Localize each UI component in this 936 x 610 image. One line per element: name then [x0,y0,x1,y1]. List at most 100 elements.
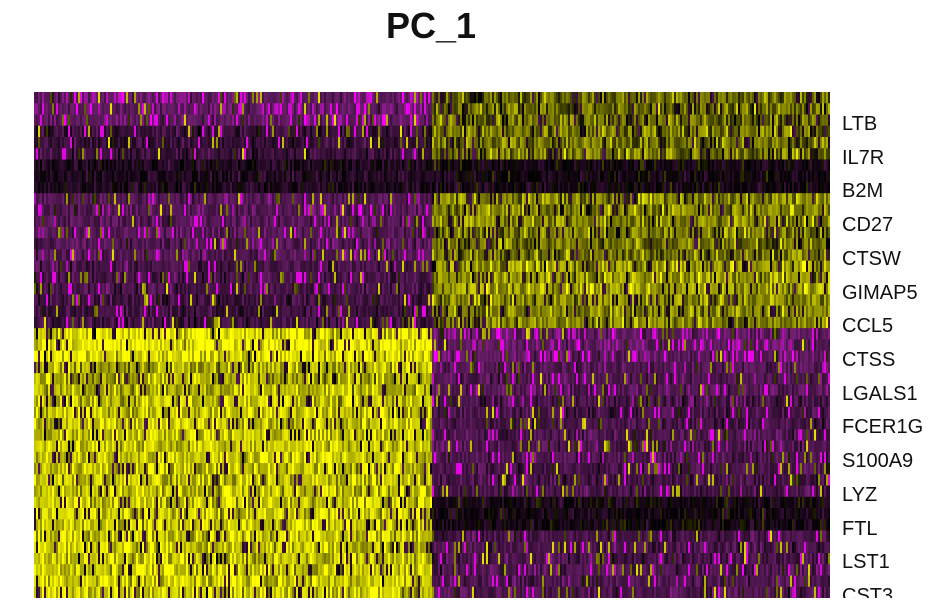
heatmap-cell [364,114,367,127]
heatmap-cell [468,114,471,127]
heatmap-cell [158,103,161,116]
heatmap-cell [96,114,99,127]
heatmap-cell [222,103,225,116]
heatmap-cell [408,92,411,104]
heatmap-cell [494,103,497,116]
heatmap-cell [288,92,291,104]
heatmap-cell [572,114,575,127]
heatmap-cell [132,92,135,104]
heatmap-cell [464,103,467,116]
heatmap-cell [84,103,87,116]
heatmap-cell [606,114,609,127]
heatmap-cell [110,114,113,127]
heatmap-cell [288,114,291,127]
heatmap-cell [206,103,209,116]
heatmap-cell [384,92,387,104]
heatmap-cell [298,103,301,116]
heatmap-cell [128,92,131,104]
heatmap-cell [48,114,51,127]
heatmap-cell [424,92,427,104]
heatmap-cell [164,92,167,104]
heatmap-cell [274,114,277,127]
heatmap-cell [314,103,317,116]
heatmap-cell [432,114,435,127]
heatmap-cell [426,114,429,127]
heatmap-cell [400,92,403,104]
heatmap-cell [326,92,329,104]
heatmap-cell [188,114,191,127]
heatmap-cell [600,92,603,104]
heatmap-cell [560,103,563,116]
heatmap-cell [86,114,89,127]
heatmap-cell [190,114,193,127]
heatmap-cell [256,103,259,116]
heatmap-cell [318,92,321,104]
heatmap-cell [236,92,239,104]
heatmap-cell [148,114,151,127]
heatmap-cell [216,92,219,104]
heatmap-cell [508,92,511,104]
heatmap-cell [162,114,165,127]
heatmap-cell [92,92,95,104]
heatmap-cell [132,114,135,127]
heatmap-cell [38,114,41,127]
heatmap-cell [828,193,830,206]
heatmap-cell [116,114,119,127]
heatmap-cell [212,114,215,127]
heatmap-cell [302,114,305,127]
heatmap-cell [512,92,515,104]
heatmap-cell [54,92,57,104]
heatmap-cell [196,103,199,116]
heatmap-cell [580,92,583,104]
heatmap-cell [248,92,251,104]
heatmap-cell [204,103,207,116]
heatmap-cell [480,92,483,104]
heatmap-cell [570,103,573,116]
heatmap-cell [308,103,311,116]
heatmap-cell [326,103,329,116]
heatmap-cell [50,114,53,127]
heatmap-cell [216,103,219,116]
heatmap-cell [186,92,189,104]
heatmap-cell [514,103,517,116]
heatmap-cell [512,114,515,127]
heatmap-cell [274,103,277,116]
heatmap-cell [72,103,75,116]
heatmap-cell [44,103,47,116]
heatmap-cell [470,103,473,116]
heatmap-cell [424,103,427,116]
heatmap-cell [220,92,223,104]
heatmap-cell [440,92,443,104]
heatmap-cell [164,103,167,116]
heatmap-cell [42,114,45,127]
heatmap-cell [368,114,371,127]
heatmap-cell [828,114,830,127]
heatmap-cell [302,92,305,104]
heatmap-cell [56,114,59,127]
heatmap-cell [402,92,405,104]
heatmap-cell [60,103,63,116]
heatmap-cell [320,103,323,116]
heatmap-cell [342,114,345,127]
heatmap-cell [380,92,383,104]
heatmap-cell [458,114,461,127]
heatmap-cell [34,92,37,104]
heatmap-cell [366,103,369,116]
heatmap-cell [598,92,601,104]
heatmap-cell [136,92,139,104]
heatmap-cell [506,114,509,127]
heatmap-cell [566,114,569,127]
heatmap-cell [446,103,449,116]
heatmap-cell [98,92,101,104]
heatmap-cell [400,103,403,116]
heatmap-cell [126,114,129,127]
heatmap-cell [544,103,547,116]
heatmap-cell [272,114,275,127]
heatmap-cell [246,103,249,116]
heatmap-cell [60,92,63,104]
heatmap-cell [414,114,417,127]
heatmap-cell [60,114,63,127]
heatmap-cell [118,114,121,127]
heatmap-cell [104,92,107,104]
heatmap-cell [554,92,557,104]
